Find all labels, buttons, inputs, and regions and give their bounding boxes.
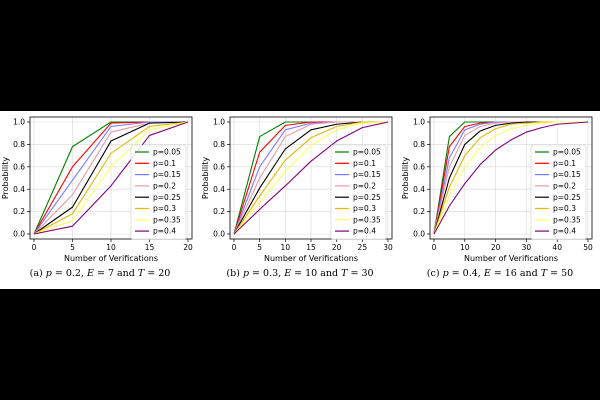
- y-tick-label: 0.6: [413, 162, 425, 171]
- x-axis-label: Number of Verifications: [464, 254, 558, 263]
- chart-c: 0 10 20 30 40 50 0.0 0.2 0.4 0.6 0.8 1.0 Number of V…: [401, 116, 593, 263]
- legend-label: p=0.05: [353, 148, 381, 157]
- legend-label: p=0.3: [553, 204, 576, 213]
- caption-a: (a) p = 0.2, E = 7 and T = 20: [29, 268, 171, 279]
- y-tick-label: 1.0: [13, 118, 25, 127]
- panel-b: 0 5 10 15 20 25 30 0.0 0.2 0.4 0.6 0.8 1.0 Number of …: [200, 111, 400, 289]
- x-axis-label: Number of Verifications: [64, 254, 158, 263]
- x-tick-label: 50: [583, 243, 593, 252]
- x-tick-label: 0: [32, 243, 37, 252]
- y-tick-label: 1.0: [413, 118, 425, 127]
- y-tick-label: 0.0: [213, 230, 225, 239]
- legend-label: p=0.2: [353, 182, 376, 191]
- y-tick-label: 0.2: [413, 207, 425, 216]
- y-tick-label: 0.8: [13, 140, 25, 149]
- series-line-p=0.4: [433, 121, 589, 235]
- y-axis-label: Probability: [1, 157, 10, 200]
- series-line-p=0.3: [233, 121, 388, 235]
- y-axis-label: Probability: [201, 157, 210, 200]
- caption-c: (c) p = 0.4, E = 16 and T = 50: [426, 268, 574, 279]
- series-line-p=0.4: [233, 121, 389, 235]
- x-tick-label: 40: [552, 243, 562, 252]
- y-tick-label: 1.0: [213, 118, 225, 127]
- x-tick-label: 10: [106, 243, 116, 252]
- y-tick-label: 0.6: [13, 162, 25, 171]
- legend-label: p=0.15: [353, 170, 381, 179]
- legend-box: [530, 144, 587, 240]
- legend-label: p=0.35: [153, 215, 181, 224]
- legend-label: p=0.35: [353, 215, 381, 224]
- legend-label: p=0.35: [553, 215, 581, 224]
- legend-label: p=0.3: [353, 204, 376, 213]
- x-tick-label: 30: [383, 243, 393, 252]
- legend-label: p=0.1: [353, 159, 376, 168]
- series-line-p=0.4: [33, 121, 189, 235]
- x-tick-label: 15: [145, 243, 155, 252]
- x-tick-label: 30: [522, 243, 532, 252]
- legend-label: p=0.1: [153, 159, 176, 168]
- series-line-p=0.35: [233, 121, 389, 235]
- legend-label: p=0.2: [553, 182, 576, 191]
- x-tick-label: 0: [232, 243, 237, 252]
- y-tick-label: 0.4: [213, 185, 225, 194]
- y-tick-label: 0.2: [213, 207, 225, 216]
- chart-b: 0 5 10 15 20 25 30 0.0 0.2 0.4 0.6 0.8 1.0 Number of …: [201, 116, 393, 263]
- legend-label: p=0.4: [353, 227, 376, 236]
- series-line-p=0.25: [33, 121, 189, 235]
- panel-c: 0 10 20 30 40 50 0.0 0.2 0.4 0.6 0.8 1.0 Number of V…: [400, 111, 600, 289]
- legend-box: [130, 144, 187, 240]
- y-tick-label: 0.0: [13, 230, 25, 239]
- y-tick-label: 0.2: [13, 207, 25, 216]
- legend-label: p=0.4: [553, 227, 576, 236]
- series-line-p=0.35: [433, 121, 588, 235]
- x-tick-label: 25: [358, 243, 368, 252]
- legend-label: p=0.1: [553, 159, 576, 168]
- x-tick-label: 10: [460, 243, 470, 252]
- series-line-p=0.15: [33, 121, 188, 235]
- legend-label: p=0.4: [153, 227, 176, 236]
- y-tick-label: 0.6: [213, 162, 225, 171]
- plot-frame: [429, 116, 593, 240]
- y-tick-label: 0.0: [413, 230, 425, 239]
- x-tick-label: 5: [70, 243, 75, 252]
- y-tick-label: 0.4: [413, 185, 425, 194]
- legend-label: p=0.25: [353, 193, 381, 202]
- x-tick-label: 20: [332, 243, 342, 252]
- x-tick-label: 15: [306, 243, 316, 252]
- legend-label: p=0.25: [553, 193, 581, 202]
- caption-b: (b) p = 0.3, E = 10 and T = 30: [226, 268, 374, 279]
- series-line-p=0.3: [33, 121, 189, 235]
- x-tick-label: 10: [281, 243, 291, 252]
- y-tick-label: 0.8: [413, 140, 425, 149]
- legend-box: [330, 144, 387, 240]
- x-tick-label: 0: [432, 243, 437, 252]
- legend-label: p=0.2: [153, 182, 176, 191]
- legend-label: p=0.05: [153, 148, 181, 157]
- legend-label: p=0.05: [553, 148, 581, 157]
- y-axis-label: Probability: [401, 157, 410, 200]
- figure: 0 5 10 15 20 0.0 0.2 0.4 0.6 0.8 1.0 Number of Veri…: [0, 111, 600, 289]
- legend-label: p=0.25: [153, 193, 181, 202]
- x-tick-label: 5: [257, 243, 262, 252]
- chart-a: 0 5 10 15 20 0.0 0.2 0.4 0.6 0.8 1.0 Number of Veri…: [1, 116, 193, 263]
- legend-label: p=0.15: [153, 170, 181, 179]
- x-axis-label: Number of Verifications: [264, 254, 358, 263]
- legend-label: p=0.15: [553, 170, 581, 179]
- y-tick-label: 0.8: [213, 140, 225, 149]
- y-tick-label: 0.4: [13, 185, 25, 194]
- series-line-p=0.35: [33, 121, 189, 235]
- panel-a: 0 5 10 15 20 0.0 0.2 0.4 0.6 0.8 1.0 Number of Veri…: [0, 111, 200, 289]
- x-tick-label: 20: [491, 243, 501, 252]
- x-tick-label: 20: [183, 243, 193, 252]
- legend-label: p=0.3: [153, 204, 176, 213]
